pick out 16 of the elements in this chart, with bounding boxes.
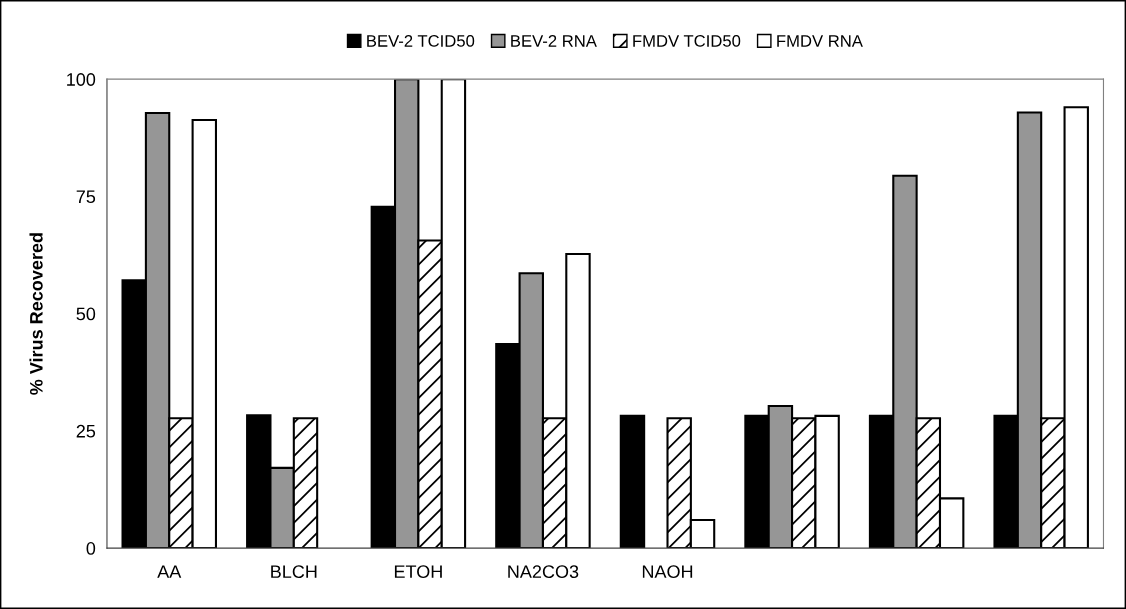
x-tick-label: NAOH (642, 565, 693, 579)
x-tick-label: BLCH (271, 565, 317, 579)
y-tick-label: 50 (76, 307, 96, 321)
legend-label: BEV-2 TCID50 (367, 35, 475, 47)
y-tick-label: 25 (76, 424, 96, 438)
y-tick-label: 0 (86, 542, 96, 555)
y-tick-label: 100 (67, 73, 96, 86)
legend-label: FMDV RNA (777, 35, 863, 47)
x-tick-label: NA2CO3 (508, 565, 579, 579)
legend-label: FMDV TCID50 (633, 35, 741, 47)
bar (619, 414, 646, 549)
legend-label: BEV-2 RNA (511, 35, 597, 47)
x-tick-label: AA (157, 565, 182, 578)
x-tick-label: ETOH (394, 565, 442, 579)
y-axis-title: % Virus Recovered (29, 233, 43, 395)
y-tick-label: 75 (76, 190, 96, 204)
